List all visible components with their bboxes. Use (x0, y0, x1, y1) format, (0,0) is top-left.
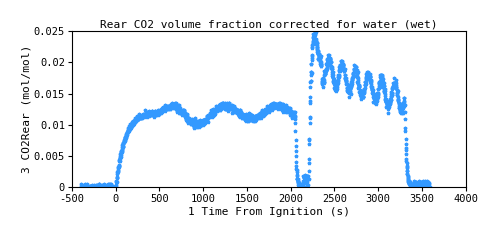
X-axis label: 1 Time From Ignition (s): 1 Time From Ignition (s) (188, 207, 350, 217)
Y-axis label: 3 CO2Rear (mol/mol): 3 CO2Rear (mol/mol) (21, 45, 31, 173)
Title: Rear CO2 volume fraction corrected for water (wet): Rear CO2 volume fraction corrected for w… (100, 19, 438, 29)
